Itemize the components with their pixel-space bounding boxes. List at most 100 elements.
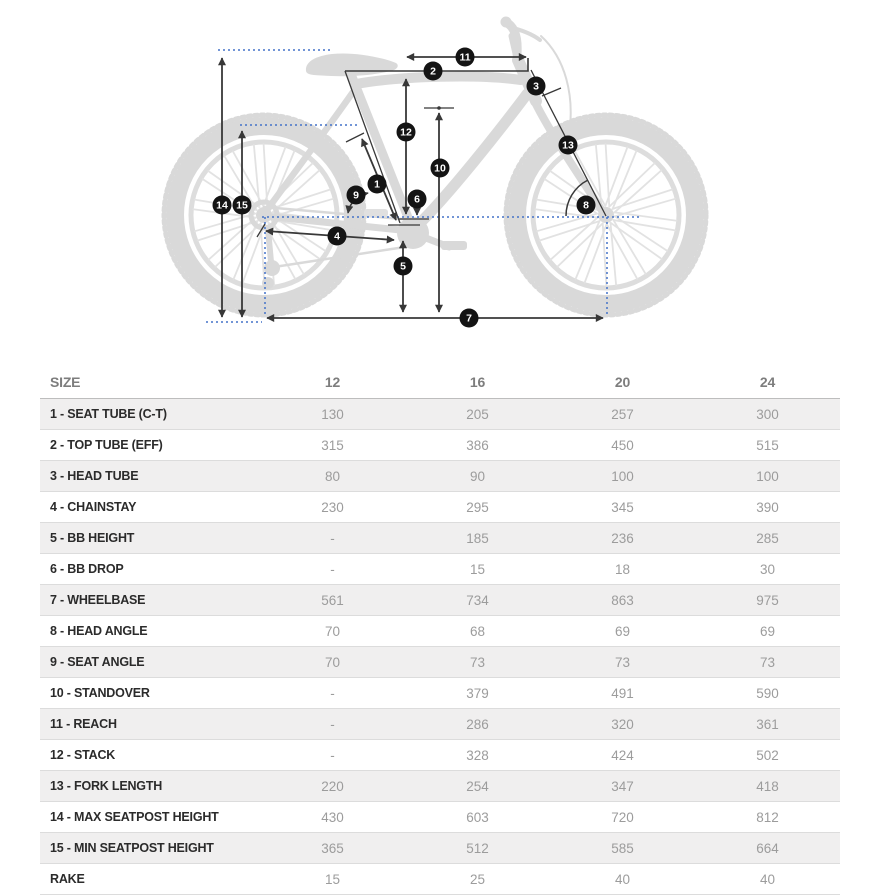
row-label: 13 - FORK LENGTH (50, 779, 163, 793)
row-value: 25 (469, 871, 486, 887)
row-value: 561 (321, 592, 344, 608)
table-row: 6 - BB DROP - 15 18 30 (40, 553, 840, 585)
table-row: 10 - STANDOVER - 379 491 590 (40, 677, 840, 709)
row-value: 15 (469, 561, 486, 577)
table-row: 9 - SEAT ANGLE 70 73 73 73 (40, 646, 840, 678)
row-value: 185 (466, 530, 489, 546)
row-value: 130 (321, 406, 344, 422)
table-row: 12 - STACK - 328 424 502 (40, 739, 840, 771)
callout-11-circle (455, 47, 475, 67)
row-value: 585 (611, 840, 634, 856)
seat-tube-top-tick (345, 132, 365, 143)
callout-14-number: 14 (216, 200, 228, 212)
rear-axle-tick (256, 223, 266, 238)
callout-2-number: 2 (430, 66, 436, 78)
pedal-right (441, 241, 467, 250)
callout-3-number: 3 (533, 81, 539, 93)
callout-6-number: 6 (414, 194, 420, 206)
standover-dot (437, 106, 441, 110)
row-value: 347 (611, 778, 634, 794)
seat-stay (260, 88, 357, 218)
row-label: 11 - REACH (50, 717, 117, 731)
callout-5-circle (393, 256, 413, 276)
callout-9-number: 9 (353, 190, 359, 202)
row-value: 418 (756, 778, 779, 794)
row-value: 424 (611, 747, 634, 763)
row-value: 512 (466, 840, 489, 856)
row-value: 515 (756, 437, 779, 453)
callout-14-circle (212, 195, 232, 215)
header-row: SIZE 12 16 20 24 (40, 366, 840, 399)
row-value: 230 (321, 499, 344, 515)
row-value: 450 (611, 437, 634, 453)
row-label: 5 - BB HEIGHT (50, 531, 135, 545)
callout-7-number: 7 (466, 313, 472, 325)
callout-15-number: 15 (236, 200, 248, 212)
row-label: 14 - MAX SEATPOST HEIGHT (50, 810, 219, 824)
row-label: 4 - CHAINSTAY (50, 500, 137, 514)
row-value: 73 (759, 654, 776, 670)
table-row: 1 - SEAT TUBE (C-T) 130 205 257 300 (40, 398, 840, 430)
callout-10-circle (430, 158, 450, 178)
row-value: 664 (756, 840, 779, 856)
callout-8-number: 8 (583, 200, 589, 212)
chain-bottom (272, 245, 407, 269)
row-label: RAKE (50, 872, 85, 886)
callout-7-circle (459, 308, 479, 328)
reference-lines (206, 49, 640, 323)
row-value: 975 (756, 592, 779, 608)
row-value: 386 (466, 437, 489, 453)
row-value: 361 (756, 716, 779, 732)
callout-2-circle (423, 61, 443, 81)
front-wheel (503, 112, 709, 318)
down-tube (410, 88, 533, 233)
row-value: 863 (611, 592, 634, 608)
row-value: 236 (611, 530, 634, 546)
row-value: 254 (466, 778, 489, 794)
callout-1-circle (367, 174, 387, 194)
header-size-12: 12 (260, 366, 405, 399)
row-value: 365 (321, 840, 344, 856)
callout-12-number: 12 (400, 127, 412, 139)
row-value: 220 (321, 778, 344, 794)
row-value: 491 (611, 685, 634, 701)
derailleur (265, 226, 274, 265)
brake-lever (507, 25, 542, 42)
table-row: 13 - FORK LENGTH 220 254 347 418 (40, 770, 840, 802)
header-size-16: 16 (405, 366, 550, 399)
row-value: 70 (324, 654, 341, 670)
header-size-24: 24 (695, 366, 840, 399)
callout-8-circle (576, 195, 596, 215)
row-value: 328 (466, 747, 489, 763)
row-label: 8 - HEAD ANGLE (50, 624, 148, 638)
table-row: 7 - WHEELBASE 561 734 863 975 (40, 584, 840, 616)
table-row: 8 - HEAD ANGLE 70 68 69 69 (40, 615, 840, 647)
pedal-left (364, 209, 388, 217)
row-value: 70 (324, 623, 341, 639)
row-value: - (330, 561, 335, 577)
row-value: 720 (611, 809, 634, 825)
grip (500, 16, 512, 28)
callout-6-circle (407, 189, 427, 209)
callout-11-number: 11 (459, 52, 470, 64)
row-value: 320 (611, 716, 634, 732)
fork (529, 94, 607, 216)
row-value: 379 (466, 685, 489, 701)
callout-3-circle (526, 76, 546, 96)
row-value: 430 (321, 809, 344, 825)
row-value: 285 (756, 530, 779, 546)
row-value: 205 (466, 406, 489, 422)
head-tube-tick (541, 87, 562, 97)
row-value: 69 (759, 623, 776, 639)
row-value: 15 (324, 871, 341, 887)
row-value: 734 (466, 592, 489, 608)
row-label: 15 - MIN SEATPOST HEIGHT (50, 841, 214, 855)
row-value: 502 (756, 747, 779, 763)
callout-12-circle (396, 122, 416, 142)
table-row: RAKE 15 25 40 40 (40, 863, 840, 895)
row-value: 100 (756, 468, 779, 484)
row-value: 40 (759, 871, 776, 887)
